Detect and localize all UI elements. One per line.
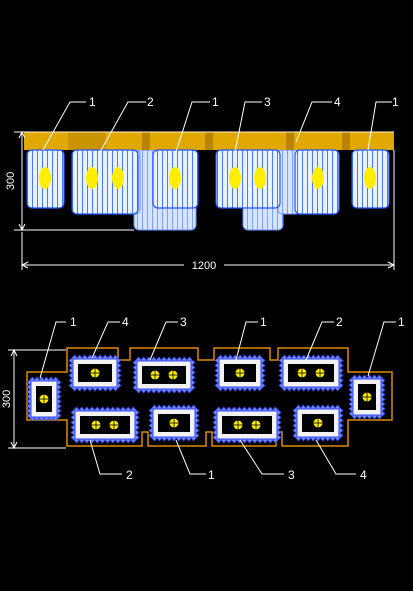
bulb-icon (169, 167, 181, 189)
front-row-shades (26, 149, 390, 215)
front-height-dimension (14, 130, 134, 232)
lamp-frame (26, 376, 62, 422)
lamp-frame (68, 354, 122, 392)
shade-3 (215, 149, 281, 209)
bulb-icon (312, 167, 324, 189)
top-height-value: 300 (1, 390, 13, 408)
top-frames (26, 354, 386, 444)
ceiling-mount-bar (24, 131, 394, 150)
front-width-value: 1200 (192, 260, 216, 272)
top-leaders (39, 321, 396, 475)
lamp-frame (132, 356, 196, 394)
top-label: 4 (360, 468, 367, 482)
top-label: 3 (180, 315, 187, 329)
bulb-icon (86, 167, 98, 189)
front-view: 1 2 1 3 4 1 300 1200 (5, 95, 399, 272)
front-label: 1 (392, 95, 399, 109)
lamp-frame (292, 404, 344, 442)
front-leaders (42, 101, 392, 153)
front-labels: 1 2 1 3 4 1 (89, 95, 399, 109)
top-label: 1 (398, 315, 405, 329)
bulb-icon (39, 167, 51, 189)
front-label: 1 (212, 95, 219, 109)
top-labels: 1 4 3 1 2 1 2 1 3 4 (70, 315, 405, 482)
front-label: 2 (147, 95, 154, 109)
lamp-frame (70, 406, 140, 444)
lamp-frame (148, 404, 200, 442)
front-label: 3 (264, 95, 271, 109)
lamp-frame (348, 374, 386, 420)
bulb-icon (112, 167, 124, 189)
front-label: 4 (334, 95, 341, 109)
top-label: 2 (336, 315, 343, 329)
top-height-dimension (8, 348, 66, 450)
top-label: 1 (70, 315, 77, 329)
front-label: 1 (89, 95, 96, 109)
bulb-icon (254, 167, 266, 189)
front-height-value: 300 (5, 172, 17, 190)
top-label: 2 (126, 468, 133, 482)
top-label: 3 (288, 468, 295, 482)
top-view: 1 4 3 1 2 1 2 1 3 4 300 (1, 315, 405, 482)
top-label: 4 (122, 315, 129, 329)
lamp-frame (278, 354, 344, 392)
bulb-icon (229, 167, 241, 189)
shade-2 (71, 149, 139, 215)
top-label: 1 (260, 315, 267, 329)
bulb-icon (364, 167, 376, 189)
front-bulbs (39, 167, 376, 189)
base-plate (26, 347, 393, 447)
lamp-frame (214, 354, 266, 392)
lamp-frame (212, 406, 282, 444)
top-label: 1 (208, 468, 215, 482)
